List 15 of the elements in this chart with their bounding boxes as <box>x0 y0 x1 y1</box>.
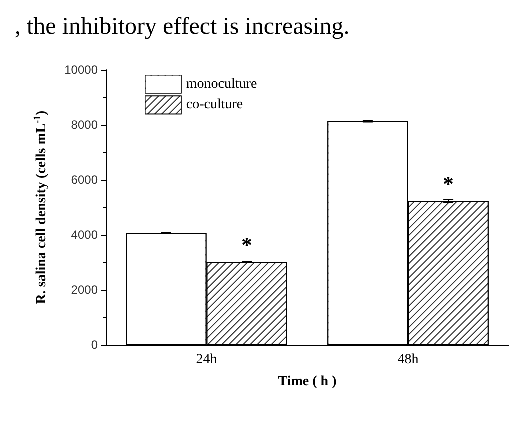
legend-label: co-culture <box>186 98 244 113</box>
x-tick-label: 48h <box>398 352 419 368</box>
y-axis-title: R. salina cell density (cells mL-1) <box>32 110 50 304</box>
x-tick-label: 24h <box>196 352 218 368</box>
y-tick-label: 4000 <box>71 228 98 242</box>
y-tick-label: 2000 <box>71 283 98 297</box>
y-tick-label: 0 <box>91 338 98 352</box>
annotation: * <box>242 232 253 258</box>
annotation: * <box>443 172 454 197</box>
y-tick-label: 10000 <box>64 63 98 77</box>
y-tick-label: 6000 <box>71 173 98 187</box>
legend-label: monoculture <box>186 76 258 92</box>
text: , the inhibitory effect is increasing. <box>15 14 350 40</box>
y-tick-label: 8000 <box>71 118 98 132</box>
x-axis-title: Time ( h ) <box>278 374 338 390</box>
